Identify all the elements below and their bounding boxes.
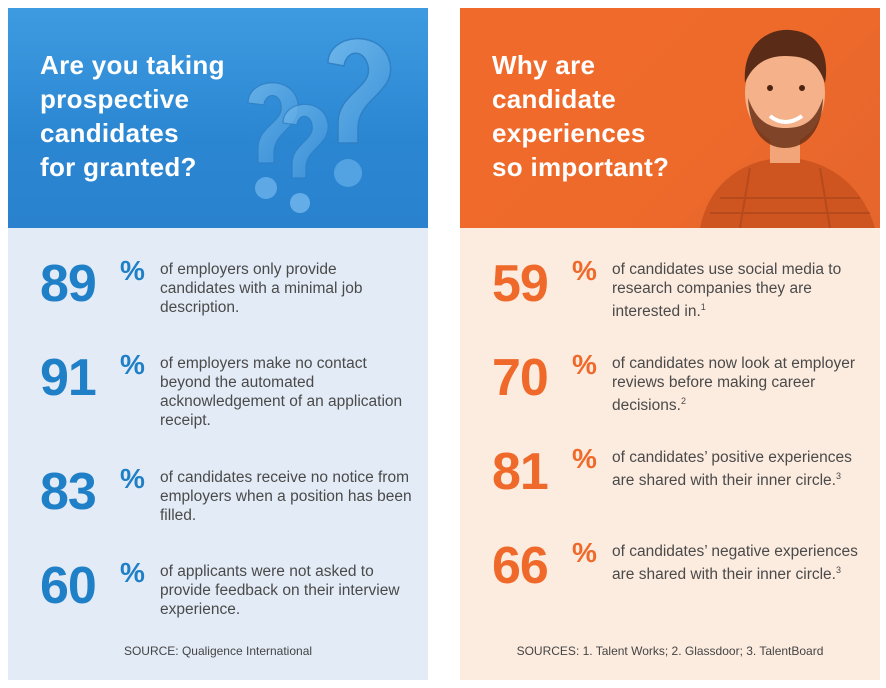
stat-description: of candidates now look at employer revie… <box>612 355 855 415</box>
stat-number: 70 <box>492 349 549 407</box>
percent-sign: % <box>572 255 597 286</box>
stat-item: 66 % of candidates’ negative experiences… <box>492 538 872 608</box>
percent-sign: % <box>572 443 597 474</box>
footnote-ref: 1 <box>700 302 706 312</box>
percent-sign: % <box>572 537 597 568</box>
smiling-man-photo <box>700 29 875 228</box>
percent-sign: % <box>120 349 145 380</box>
left-title: Are you taking prospective candidates fo… <box>40 50 225 182</box>
left-header: Are you taking prospective candidates fo… <box>8 8 428 228</box>
stat-item: 89 % of employers only provide candidate… <box>40 256 420 326</box>
left-infographic-panel: Are you taking prospective candidates fo… <box>8 8 428 680</box>
stat-number: 89 <box>40 255 97 313</box>
stat-item: 60 % of applicants were not asked to pro… <box>40 558 420 628</box>
stat-description: of candidates’ negative experiences are … <box>612 543 858 584</box>
right-header: Why are candidate experiences so importa… <box>460 8 880 228</box>
right-title: Why are candidate experiences so importa… <box>492 50 670 182</box>
stat-item: 70 % of candidates now look at employer … <box>492 350 872 420</box>
stat-description: of candidates’ positive experiences are … <box>612 449 852 490</box>
stat-number: 59 <box>492 255 549 313</box>
percent-sign: % <box>572 349 597 380</box>
stat-item: 59 % of candidates use social media to r… <box>492 256 872 326</box>
stat-number: 81 <box>492 443 549 501</box>
source-note: SOURCES: 1. Talent Works; 2. Glassdoor; … <box>516 644 824 658</box>
stat-number: 91 <box>40 349 97 407</box>
stat-number: 66 <box>492 537 549 595</box>
stat-description: of candidates receive no notice from emp… <box>160 469 412 524</box>
percent-sign: % <box>120 557 145 588</box>
stat-description: of employers make no contact beyond the … <box>160 355 403 429</box>
stat-number: 83 <box>40 463 97 521</box>
footnote-ref: 2 <box>680 396 686 406</box>
stat-description: of candidates use social media to resear… <box>612 261 842 321</box>
stat-description: of applicants were not asked to provide … <box>160 563 400 618</box>
stat-description: of employers only provide candidates wit… <box>160 261 363 316</box>
right-infographic-panel: Why are candidate experiences so importa… <box>460 8 880 680</box>
footnote-ref: 3 <box>836 471 842 481</box>
percent-sign: % <box>120 463 145 494</box>
stat-number: 60 <box>40 557 97 615</box>
stat-item: 83 % of candidates receive no notice fro… <box>40 464 420 534</box>
source-note: SOURCE: Qualigence International <box>123 644 313 658</box>
stat-item: 91 % of employers make no contact beyond… <box>40 349 420 430</box>
footnote-ref: 3 <box>836 565 842 575</box>
percent-sign: % <box>120 255 145 286</box>
question-marks-illustration <box>247 37 392 213</box>
stat-item: 81 % of candidates’ positive experiences… <box>492 444 872 514</box>
